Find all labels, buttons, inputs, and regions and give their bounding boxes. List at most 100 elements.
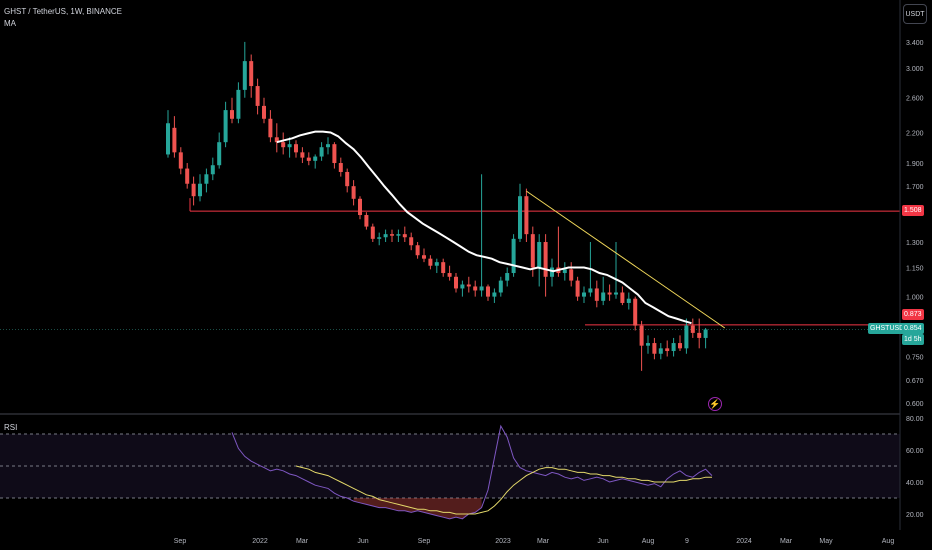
candle: [230, 97, 234, 124]
price-tick-label: 0.670: [906, 378, 924, 385]
candle: [473, 280, 478, 297]
candle-body: [562, 269, 567, 274]
time-tick-label: Sep: [418, 538, 431, 545]
trendline[interactable]: [526, 190, 726, 329]
price-tick-label: 3.000: [906, 66, 924, 73]
candle-body: [255, 86, 260, 106]
candle: [665, 340, 670, 357]
candle: [678, 335, 682, 352]
candle-body: [434, 262, 439, 266]
candle: [620, 286, 625, 306]
candle: [306, 152, 311, 166]
candle-body: [242, 61, 247, 90]
candle: [460, 280, 465, 297]
candle-body: [492, 292, 497, 297]
candle-body: [530, 234, 535, 268]
candle-body: [230, 110, 234, 119]
time-tick-label: 9: [685, 538, 689, 545]
candle: [575, 276, 580, 301]
time-tick-label: Aug: [882, 538, 895, 545]
candle-body: [306, 157, 311, 161]
candle: [274, 123, 279, 153]
candle-body: [268, 118, 273, 138]
candle: [319, 142, 324, 161]
candle: [262, 97, 266, 124]
candle: [204, 168, 209, 193]
candle: [358, 196, 362, 220]
candle-body: [486, 286, 490, 297]
time-tick-label: Mar: [296, 538, 309, 545]
candle: [338, 157, 343, 177]
candle-body: [697, 332, 702, 338]
candle: [594, 280, 599, 308]
ticker-badge: GHSTUSDT: [868, 323, 911, 334]
candle: [236, 82, 241, 124]
symbol-title[interactable]: GHST / TetherUS, 1W, BINANCE: [4, 7, 122, 16]
time-tick-label: 2024: [736, 538, 752, 545]
time-tick-label: Sep: [174, 538, 187, 545]
candle-body: [332, 144, 337, 164]
candle: [383, 229, 388, 243]
candle-body: [236, 89, 241, 119]
candle: [345, 168, 350, 193]
candle-body: [690, 325, 695, 333]
candle-body: [364, 215, 369, 227]
candle-body: [370, 226, 375, 239]
candle-body: [415, 245, 420, 256]
candle-body: [274, 137, 279, 143]
candle: [646, 335, 650, 354]
candle: [185, 163, 190, 189]
candle: [287, 137, 292, 158]
candle: [326, 137, 330, 155]
candle: [633, 296, 638, 331]
candle-body: [383, 234, 388, 238]
candle-body: [428, 258, 433, 266]
candle: [543, 234, 548, 297]
candle: [537, 234, 542, 287]
candle: [505, 267, 510, 287]
resistance-level-badge: 0.873: [902, 309, 924, 320]
candle: [300, 147, 305, 164]
candle-body: [351, 186, 356, 199]
candle-body: [633, 298, 638, 326]
candle-body: [454, 276, 458, 289]
currency-button[interactable]: USDT: [903, 4, 927, 24]
candle: [479, 174, 484, 297]
candle: [191, 176, 196, 206]
indicator-ma-label[interactable]: MA: [4, 19, 16, 28]
price-tick-label: 1.300: [906, 240, 924, 247]
candle-body: [166, 123, 170, 155]
price-tick-label: 1.700: [906, 184, 924, 191]
candle-body: [223, 110, 228, 143]
lightning-icon[interactable]: ⚡: [708, 397, 722, 411]
candle-body: [396, 234, 401, 236]
candle: [364, 212, 369, 230]
candle: [268, 110, 273, 143]
price-tick-label: 1.900: [906, 161, 924, 168]
support-level-badge: 1.508: [902, 205, 924, 216]
candle: [332, 142, 337, 169]
rsi-pane: [0, 424, 900, 520]
indicator-rsi-label[interactable]: RSI: [4, 423, 18, 432]
time-tick-label: Jun: [597, 538, 608, 545]
candle: [396, 229, 401, 243]
rsi-line: [231, 424, 713, 520]
rsi-ma-line: [295, 465, 712, 515]
candle-body: [210, 165, 215, 175]
candle: [351, 180, 356, 206]
candle-body: [345, 171, 350, 187]
candle-body: [198, 183, 202, 197]
candle-body: [390, 234, 394, 236]
candle: [242, 41, 247, 98]
price-tick-label: 1.000: [906, 295, 924, 302]
candle-body: [537, 242, 542, 268]
candle: [614, 242, 618, 299]
candle-body: [498, 280, 503, 293]
candle-body: [262, 105, 266, 119]
price-tick-label: 3.400: [906, 40, 924, 47]
candle: [441, 258, 446, 277]
candle: [498, 276, 503, 297]
candle-body: [639, 325, 644, 346]
candle: [626, 292, 631, 310]
